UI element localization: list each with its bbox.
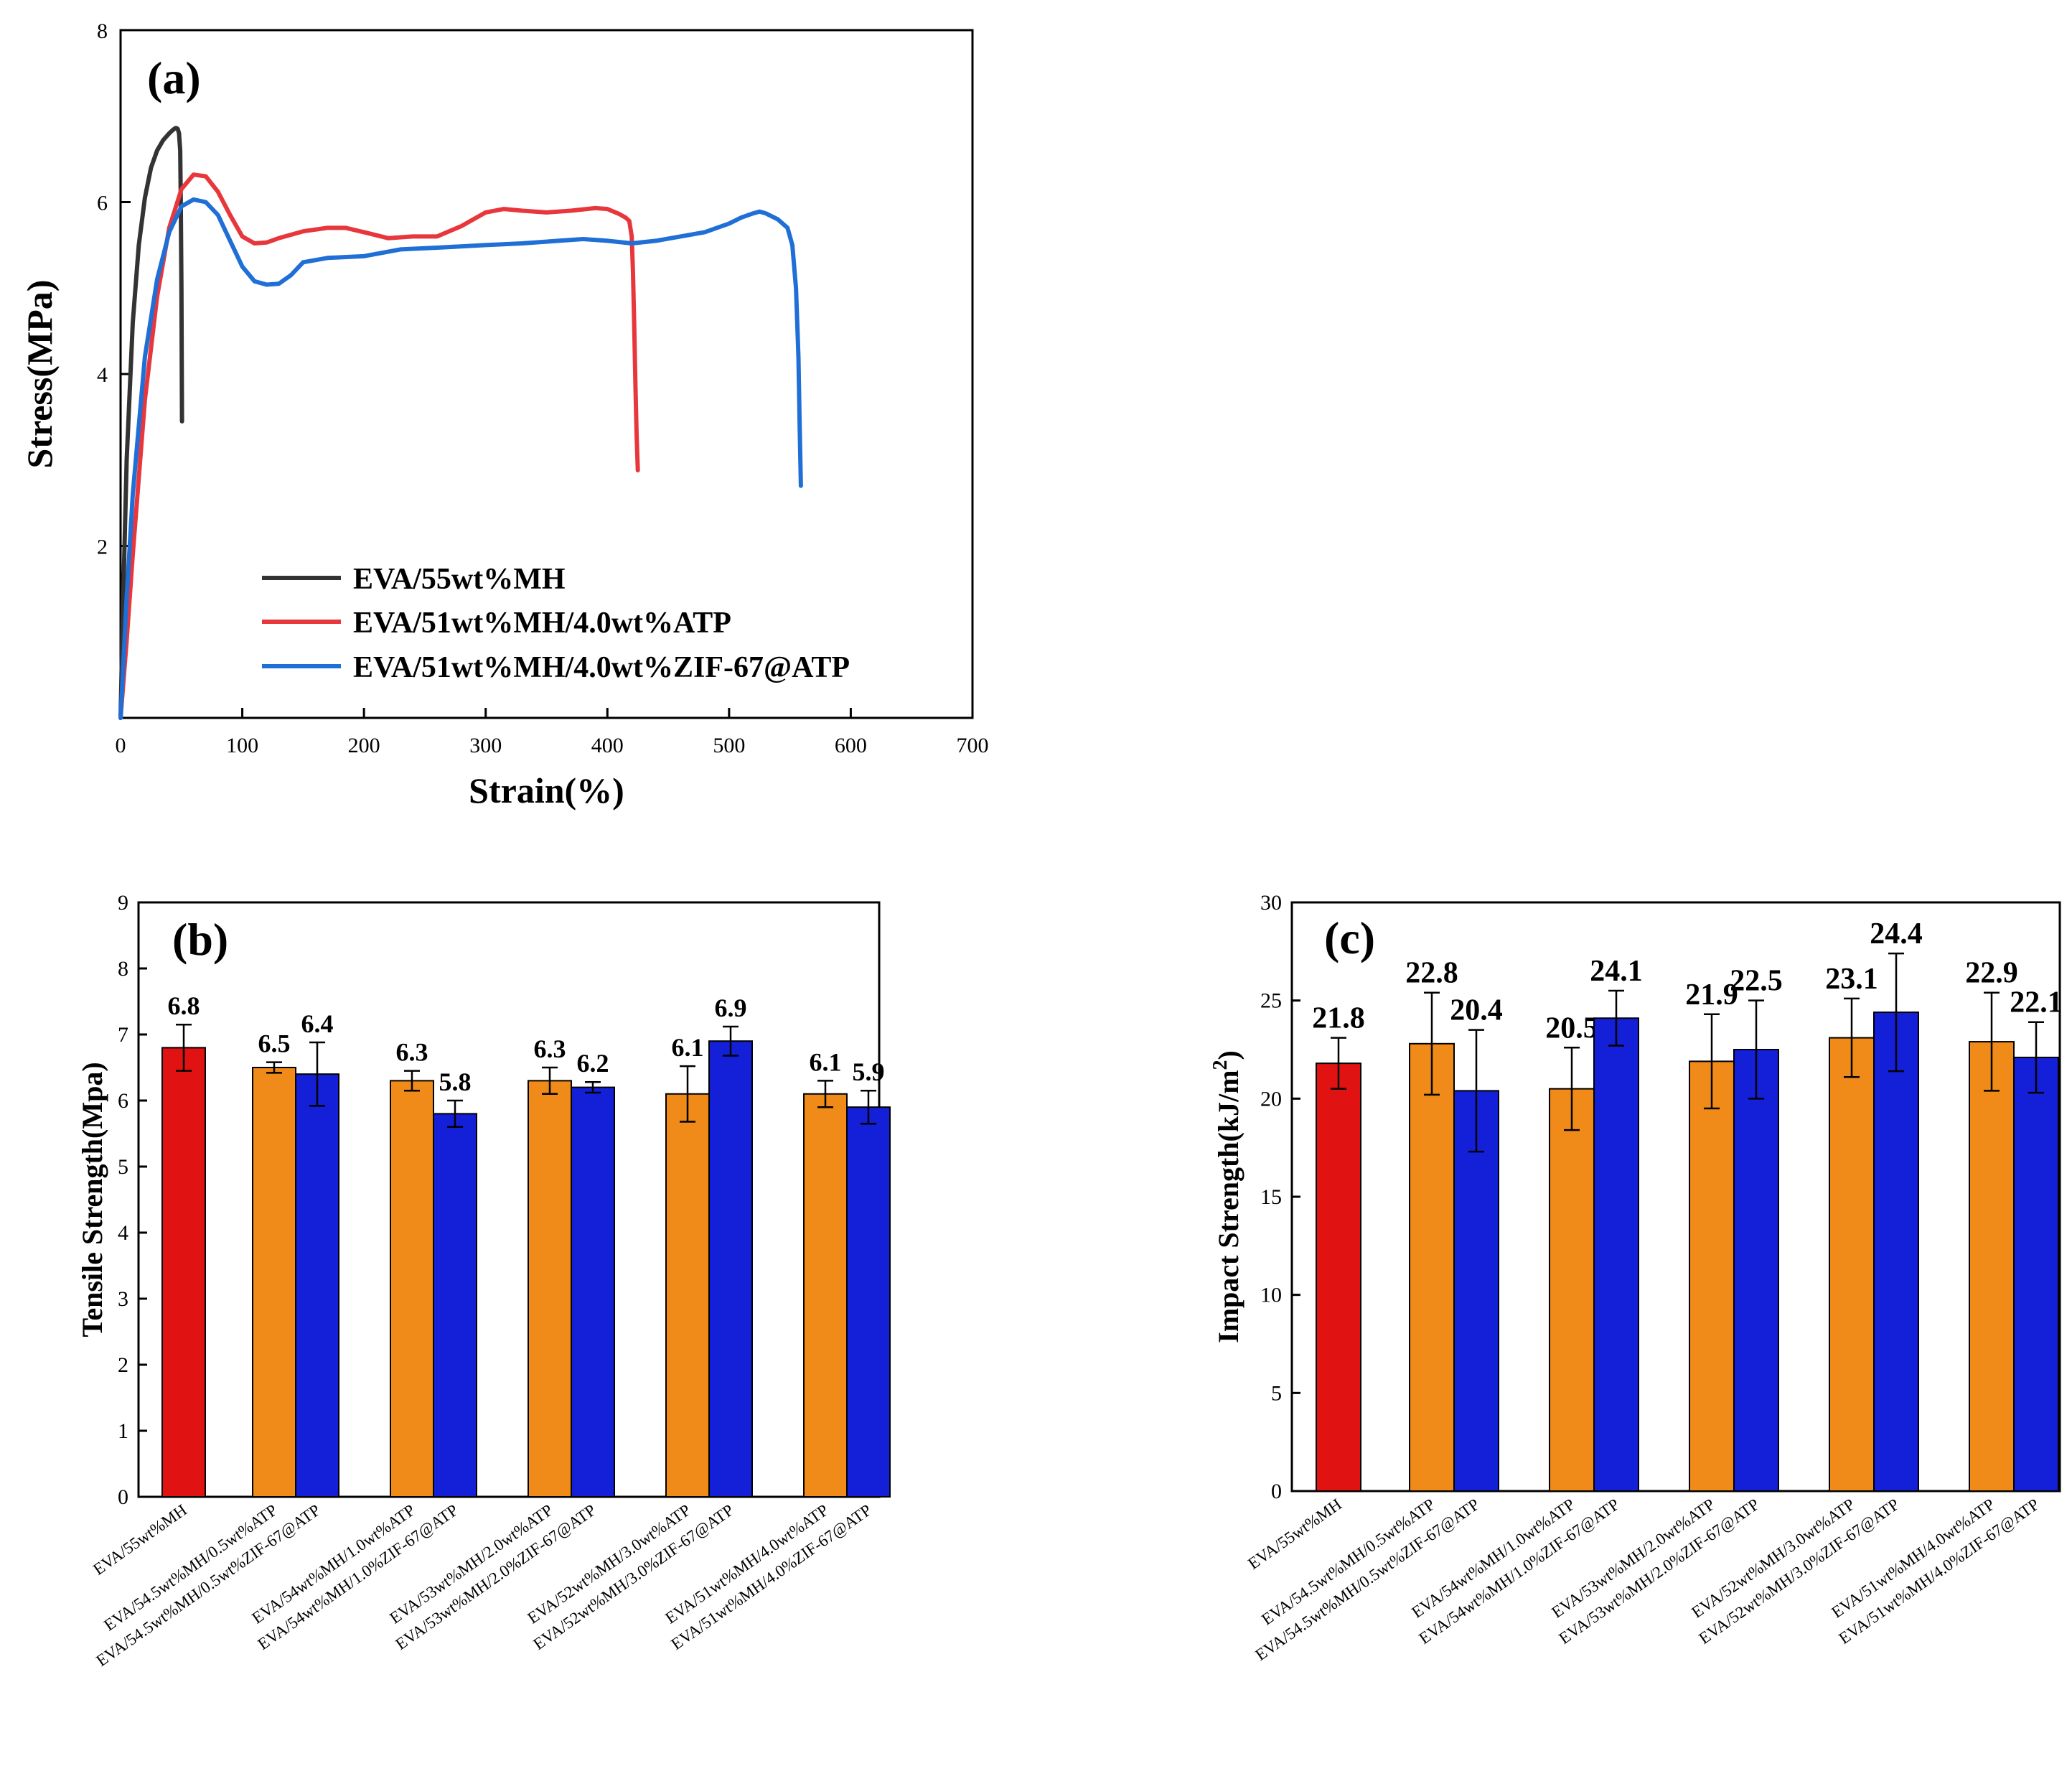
y-tick-label: 3 [118, 1287, 128, 1311]
y-tick-label: 6 [118, 1089, 128, 1113]
y-tick-label: 30 [1260, 891, 1282, 915]
x-tick-label: 100 [226, 734, 258, 757]
y-tick-label: 8 [118, 957, 128, 981]
data-label: 6.2 [577, 1049, 609, 1078]
bar [1733, 1049, 1779, 1492]
bar [1593, 1017, 1639, 1493]
bar [708, 1040, 753, 1498]
bar [2013, 1056, 2059, 1492]
data-label: 6.1 [672, 1033, 704, 1062]
y-tick-label: 4 [97, 363, 108, 387]
data-label: 21.8 [1312, 1002, 1365, 1035]
x-tick-label: 400 [591, 734, 624, 757]
y-axis-title: Tensile Strength(Mpa) [76, 1062, 108, 1337]
bar [1453, 1090, 1499, 1492]
data-label: 22.5 [1730, 965, 1783, 998]
series-line-2 [118, 172, 640, 720]
data-label: 5.9 [853, 1057, 885, 1086]
series-line-3 [118, 197, 803, 720]
bar [1873, 1012, 1919, 1492]
data-label: 20.4 [1450, 994, 1503, 1027]
x-tick-label: 0 [116, 734, 126, 757]
bar [161, 1047, 206, 1498]
bar [803, 1093, 848, 1498]
y-axis-title-superscript: 2 [1209, 1060, 1232, 1070]
data-label: 24.4 [1870, 917, 1923, 950]
y-tick-label: 0 [1271, 1480, 1282, 1503]
bar [252, 1067, 296, 1498]
category-label: EVA/55wt%MH [1244, 1495, 1345, 1573]
y-tick-label: 5 [1271, 1381, 1282, 1405]
y-axis-title-text: Impact Strength(kJ/m [1212, 1070, 1244, 1342]
panel-label: (b) [172, 914, 228, 965]
bar [665, 1093, 710, 1498]
y-tick-label: 2 [118, 1353, 128, 1377]
data-label: 6.9 [715, 994, 747, 1022]
y-tick-label: 7 [118, 1023, 128, 1047]
bar [1969, 1041, 2015, 1492]
bar [1689, 1060, 1735, 1492]
data-label: 22.8 [1405, 957, 1458, 990]
data-label: 22.9 [1965, 957, 2018, 990]
data-label: 22.1 [2010, 986, 2063, 1019]
y-tick-label: 2 [97, 536, 108, 559]
panel-c-impact-bar-chart: 05101520253021.8EVA/55wt%MH22.8EVA/54.5w… [1209, 891, 2063, 1664]
data-label: 6.8 [168, 991, 200, 1020]
y-axis-title-text: Tensile Strength(Mpa) [76, 1062, 108, 1337]
panel-label: (a) [147, 52, 201, 103]
x-tick-label: 200 [348, 734, 380, 757]
bar [390, 1080, 434, 1498]
x-tick-label: 700 [957, 734, 989, 757]
y-tick-label: 10 [1260, 1284, 1282, 1307]
y-axis-title: Stress(MPa) [19, 280, 60, 469]
bar [1549, 1088, 1595, 1492]
plot-frame [137, 901, 881, 1498]
y-tick-label: 20 [1260, 1087, 1282, 1111]
panel-b-tensile-bar-chart: 01234567896.8EVA/55wt%MH6.5EVA/54.5wt%MH… [76, 891, 891, 1670]
bar [433, 1113, 477, 1498]
bar [295, 1073, 339, 1498]
y-tick-label: 5 [118, 1155, 128, 1179]
y-axis-title: Impact Strength(kJ/m2) [1209, 1050, 1244, 1343]
y-tick-label: 0 [118, 1485, 128, 1509]
data-label: 24.1 [1590, 955, 1643, 988]
data-label: 6.1 [810, 1047, 842, 1076]
x-tick-label: 500 [713, 734, 745, 757]
y-axis-title-close: ) [1212, 1050, 1244, 1060]
data-label: 21.9 [1685, 978, 1738, 1012]
legend-entry-2: EVA/51wt%MH/4.0wt%ATP [353, 607, 731, 640]
data-label: 5.8 [439, 1068, 472, 1096]
legend-entry-1: EVA/55wt%MH [353, 563, 566, 596]
bar [528, 1080, 572, 1498]
data-label: 20.5 [1545, 1012, 1598, 1045]
bar [846, 1106, 891, 1498]
y-tick-label: 6 [97, 192, 108, 215]
y-tick-label: 25 [1260, 989, 1282, 1013]
bar [1316, 1062, 1361, 1492]
data-label: 6.5 [258, 1029, 291, 1058]
x-tick-label: 600 [835, 734, 867, 757]
data-label: 6.3 [396, 1038, 428, 1067]
data-label: 6.4 [301, 1009, 334, 1038]
y-tick-label: 8 [97, 19, 108, 43]
bar [571, 1086, 615, 1498]
plot-frame [1290, 901, 2061, 1493]
panel-a-line-chart: 0 100 200 300 400 500 600 700 2 4 6 8 Strain(%) Stres… [19, 19, 989, 811]
y-tick-label: 4 [118, 1221, 128, 1245]
y-tick-label: 15 [1260, 1185, 1282, 1209]
y-tick-label: 9 [118, 891, 128, 915]
bar [1409, 1042, 1455, 1493]
x-axis-title: Strain(%) [469, 770, 624, 811]
y-tick-label: 1 [118, 1419, 128, 1443]
x-tick-label: 300 [469, 734, 502, 757]
legend-entry-3: EVA/51wt%MH/4.0wt%ZIF-67@ATP [353, 651, 850, 684]
panel-label: (c) [1324, 912, 1375, 963]
bar [1829, 1037, 1875, 1492]
data-label: 23.1 [1825, 963, 1878, 996]
data-label: 6.3 [534, 1034, 566, 1063]
